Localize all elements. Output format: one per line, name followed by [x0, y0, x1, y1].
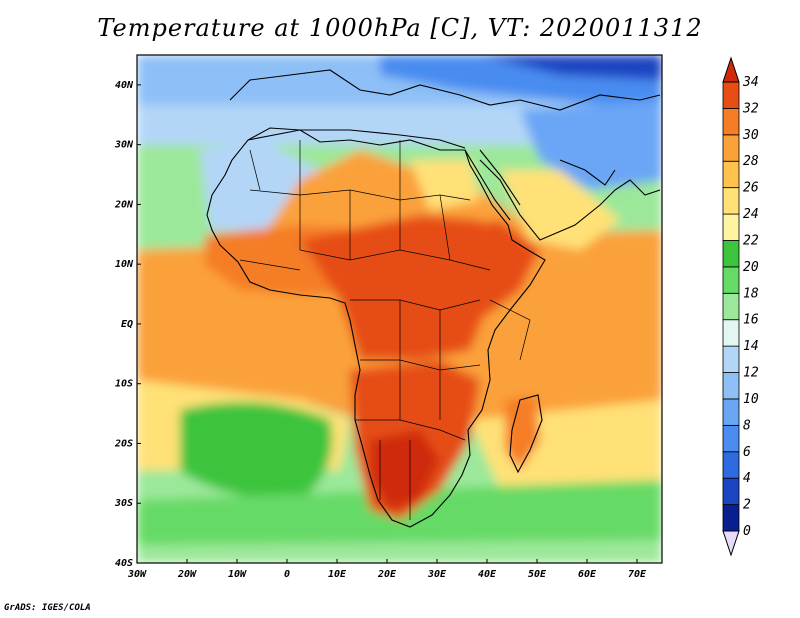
colorbar-label: 16 [743, 313, 759, 328]
red-sea [464, 149, 521, 221]
colorbar-label: 34 [742, 75, 759, 90]
plot-frame [136, 54, 663, 564]
lat-tick-label: 30S [114, 498, 133, 509]
colorbar-bin [722, 266, 740, 294]
lon-tick-label: 40E [478, 569, 497, 580]
colorbar-label: 0 [743, 524, 751, 539]
colorbar-bin [722, 160, 740, 189]
lat-tick-label: 10N [115, 259, 134, 270]
colorbar-bin [722, 319, 740, 347]
colorbar-label: 4 [743, 471, 751, 486]
lat-tick-label: EQ [121, 319, 133, 330]
lon-tick-label: 30W [127, 569, 147, 580]
colorbar-bin [722, 424, 740, 453]
colorbar-label: 8 [743, 418, 751, 433]
arabia-warm [500, 170, 620, 250]
lon-tick-label: 30E [427, 569, 447, 580]
lon-tick-label: 10W [228, 569, 247, 580]
colorbar-label: 18 [743, 286, 759, 301]
colorbar-bin [722, 108, 740, 136]
colorbar-bin [722, 292, 740, 321]
lon-tick-label: 60E [578, 569, 597, 580]
colorbar-label: 12 [743, 366, 759, 381]
arabia-coast [479, 159, 661, 241]
colorbar-label: 24 [743, 207, 759, 222]
temperature-field [137, 55, 662, 563]
colorbar-label: 20 [743, 260, 759, 275]
africa-coastline [206, 127, 546, 528]
lat-tick-label: 30N [114, 140, 134, 151]
colorbar-label: 26 [743, 181, 759, 196]
lat-tick-label: 10S [115, 379, 133, 390]
colorbar-label: 30 [742, 128, 759, 143]
lon-tick-label: 10E [328, 569, 347, 580]
colorbar-bin [722, 213, 740, 241]
lat-tick-label: 20S [114, 438, 133, 449]
colorbar-bin [722, 345, 740, 373]
lon-tick-label: 70E [628, 569, 647, 580]
europe-very-cold [480, 55, 662, 80]
axis-ticks: 30W 20W 10W 0 10E 20E 30E 40E 50E 60E 70E 40N 30N 20N… [114, 80, 647, 580]
country-borders [239, 140, 531, 520]
madagascar-coast [509, 394, 543, 474]
colorbar-label: 14 [743, 339, 759, 354]
colorbar-bin [722, 398, 740, 426]
asia-cool [520, 100, 662, 190]
colorbar-over-triangle [722, 56, 740, 83]
colorbar-under-triangle [722, 530, 740, 557]
colorbar-label: 28 [743, 154, 759, 169]
lon-tick-label: 0 [284, 569, 290, 580]
coastlines [206, 69, 661, 528]
europe-coast [229, 69, 661, 111]
kalahari-hottest [370, 430, 440, 510]
colorbar-label: 32 [742, 101, 759, 116]
colorbar-bin [722, 81, 740, 109]
south-atlantic-cool [180, 402, 332, 500]
mediterranean-south [247, 129, 466, 149]
madagascar-warm [505, 395, 540, 470]
persian-gulf [559, 159, 616, 186]
lat-tick-label: 40S [115, 558, 133, 569]
lon-tick-label: 50E [528, 569, 547, 580]
colorbar-bin [722, 240, 740, 268]
nile-valley-warm [410, 160, 480, 210]
colorbar-label: 10 [743, 392, 759, 407]
lat-tick-label: 40N [115, 80, 134, 91]
lon-tick-label: 20W [177, 569, 197, 580]
colorbar-bin [722, 134, 740, 162]
colorbar-bin [722, 372, 740, 400]
lon-tick-label: 20E [377, 569, 397, 580]
grads-credit: GrADS: IGES/COLA [4, 603, 91, 613]
map-title: Temperature at 1000hPa [C], VT: 20200113… [97, 14, 703, 42]
colorbar-label: 22 [743, 233, 759, 248]
colorbar-bin [722, 504, 740, 532]
colorbar-bin [722, 451, 740, 479]
colorbar-bin [722, 477, 740, 505]
southern-ocean-cooler [137, 540, 662, 563]
colorbar-label: 2 [743, 498, 751, 513]
lat-tick-label: 20N [114, 199, 134, 210]
colorbar-bin [722, 187, 740, 215]
colorbar-label: 6 [743, 445, 751, 460]
